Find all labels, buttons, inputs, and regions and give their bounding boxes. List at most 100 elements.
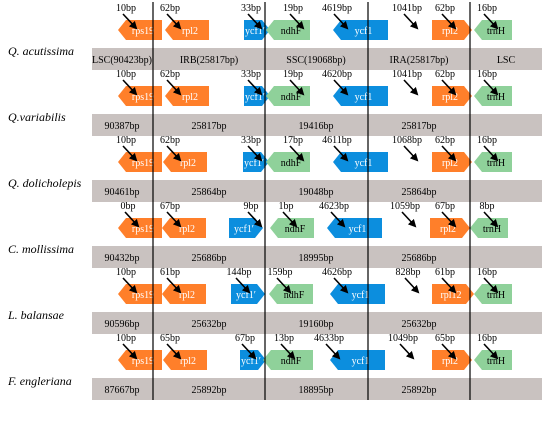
distance-arrow xyxy=(483,211,499,228)
segment-label: 25864bp xyxy=(192,187,227,198)
segment-label: 25632bp xyxy=(192,319,227,330)
distance-arrow xyxy=(333,277,349,294)
distance-label: 828bp xyxy=(396,267,421,278)
gene-ycf1: ycf1′ xyxy=(243,152,269,172)
distance-arrow xyxy=(403,13,419,30)
segment-label: LSC(90423bp) xyxy=(92,55,152,66)
segment-label: 25817bp xyxy=(192,121,227,132)
species-name: Q. dolicholepis xyxy=(8,176,82,190)
distance-arrow xyxy=(333,79,349,96)
distance-arrow xyxy=(441,343,457,360)
segment-label: 19048bp xyxy=(299,187,334,198)
gene-ycf1: ycf1 xyxy=(333,20,388,40)
distance-arrow xyxy=(483,79,499,96)
distance-arrow xyxy=(247,13,263,30)
gene-label: ycf1′ xyxy=(241,356,261,367)
segment-label: 90387bp xyxy=(105,121,140,132)
gene-label: rpl12 xyxy=(440,290,461,301)
gene-label: ycf1′ xyxy=(234,224,254,235)
distance-arrow xyxy=(325,343,341,360)
gene-label: rpl2 xyxy=(442,26,458,37)
gene-ycf1: ycf1 xyxy=(333,152,388,172)
gene-label: rps19 xyxy=(132,26,154,37)
distance-label: 62bp xyxy=(435,135,455,146)
distance-arrow xyxy=(330,211,346,228)
distance-arrow xyxy=(124,211,140,228)
distance-label: 65bp xyxy=(160,333,180,344)
distance-arrow xyxy=(122,145,138,162)
gene-label: ndhF xyxy=(281,26,302,37)
species-name: F. engleriana xyxy=(7,374,72,388)
gene-rpl2: rpl2 xyxy=(162,284,206,304)
distance-label: 4619bp xyxy=(322,3,352,14)
distance-arrow xyxy=(247,145,263,162)
distance-arrow xyxy=(403,145,419,162)
distance-label: 19bp xyxy=(283,3,303,14)
distance-arrow xyxy=(333,145,349,162)
gene-label: ycf1 xyxy=(352,356,370,367)
gene-label: ycf1 xyxy=(349,224,367,235)
distance-label: 8bp xyxy=(480,201,495,212)
gene-ndhF: ndhF xyxy=(266,86,310,106)
gene-label: ndhF xyxy=(284,290,305,301)
distance-label: 4620bp xyxy=(322,69,352,80)
distance-arrow xyxy=(122,277,138,294)
species-name: C. mollissima xyxy=(8,242,74,256)
gene-trnH: trnH xyxy=(474,350,512,370)
gene-trnH: trnH xyxy=(474,20,512,40)
gene-label: ndhF xyxy=(281,92,302,103)
distance-label: 33bp xyxy=(241,3,261,14)
distance-arrow xyxy=(241,343,257,360)
segment-label: 90461bp xyxy=(105,187,140,198)
distance-arrow xyxy=(166,13,182,30)
gene-label: rps19 xyxy=(132,224,154,235)
segment-label: 18995bp xyxy=(299,253,334,264)
distance-label: 10bp xyxy=(116,135,136,146)
gene-label: rpl2 xyxy=(182,26,198,37)
gene-ycf1: ycf1′ xyxy=(231,284,265,304)
distance-arrow xyxy=(289,145,305,162)
distance-label: 1059bp xyxy=(390,201,420,212)
gene-label: ycf1 xyxy=(355,26,373,37)
gene-ycf1: ycf1 xyxy=(327,218,382,238)
segment-label: IRA(25817bp) xyxy=(390,55,449,66)
distance-arrow xyxy=(403,79,419,96)
gene-label: rpl2 xyxy=(179,290,195,301)
distance-label: 4611bp xyxy=(322,135,352,146)
distance-arrow xyxy=(483,343,499,360)
distance-arrow xyxy=(404,277,420,294)
genome-bar xyxy=(92,180,542,202)
distance-label: 67bp xyxy=(235,333,255,344)
species-name: Q. acutissima xyxy=(8,44,74,58)
distance-arrow xyxy=(441,211,457,228)
gene-label: ndhF xyxy=(281,158,302,169)
distance-label: 9bp xyxy=(244,201,259,212)
gene-label: rps19 xyxy=(132,158,154,169)
gene-label: trnH xyxy=(487,158,505,169)
gene-trnH: trnH xyxy=(474,152,512,172)
distance-label: 1041bp xyxy=(392,69,422,80)
gene-label: ycf1′ xyxy=(245,26,265,37)
gene-rpl2: rpl2 xyxy=(432,152,472,172)
distance-label: 10bp xyxy=(116,333,136,344)
gene-ycf1: ycf1′ xyxy=(244,86,270,106)
distance-label: 4626bp xyxy=(322,267,352,278)
species-row: Q. acutissima LSC(90423bp) IRB(25817bp) SSC… xyxy=(8,3,542,70)
distance-label: 16bp xyxy=(477,267,497,278)
gene-label: trnH xyxy=(487,290,505,301)
segment-label: 90596bp xyxy=(105,319,140,330)
gene-label: trnH xyxy=(487,92,505,103)
gene-rpl2: rpl2 xyxy=(163,152,207,172)
distance-label: 67bp xyxy=(435,201,455,212)
genome-bar xyxy=(92,246,542,268)
gene-label: rpl2 xyxy=(440,224,456,235)
gene-rpl2: rpl2 xyxy=(165,20,209,40)
distance-label: 4633bp xyxy=(314,333,344,344)
gene-rpl2: rpl2 xyxy=(432,86,472,106)
distance-label: 33bp xyxy=(241,69,261,80)
distance-label: 10bp xyxy=(116,3,136,14)
distance-arrow xyxy=(289,79,305,96)
distance-arrow xyxy=(399,343,415,360)
gene-rpl2: rpl2 xyxy=(432,350,472,370)
gene-label: rpl2 xyxy=(180,356,196,367)
